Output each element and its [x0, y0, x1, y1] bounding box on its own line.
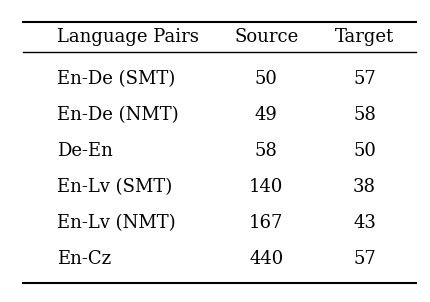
Text: 58: 58 [353, 106, 376, 124]
Text: 50: 50 [255, 70, 278, 88]
Text: En-Lv (NMT): En-Lv (NMT) [57, 214, 175, 232]
Text: En-Cz: En-Cz [57, 250, 111, 268]
Text: 50: 50 [353, 142, 376, 160]
Text: En-De (NMT): En-De (NMT) [57, 106, 178, 124]
Text: En-De (SMT): En-De (SMT) [57, 70, 175, 88]
Text: 43: 43 [353, 214, 376, 232]
Text: 49: 49 [255, 106, 278, 124]
Text: 167: 167 [249, 214, 283, 232]
Text: 58: 58 [255, 142, 278, 160]
Text: Target: Target [335, 28, 394, 46]
Text: 57: 57 [353, 250, 376, 268]
Text: 440: 440 [249, 250, 283, 268]
Text: De-En: De-En [57, 142, 113, 160]
Text: 38: 38 [353, 178, 376, 196]
Text: 140: 140 [249, 178, 283, 196]
Text: Language Pairs: Language Pairs [57, 28, 199, 46]
Text: Source: Source [234, 28, 298, 46]
Text: 57: 57 [353, 70, 376, 88]
Text: En-Lv (SMT): En-Lv (SMT) [57, 178, 172, 196]
